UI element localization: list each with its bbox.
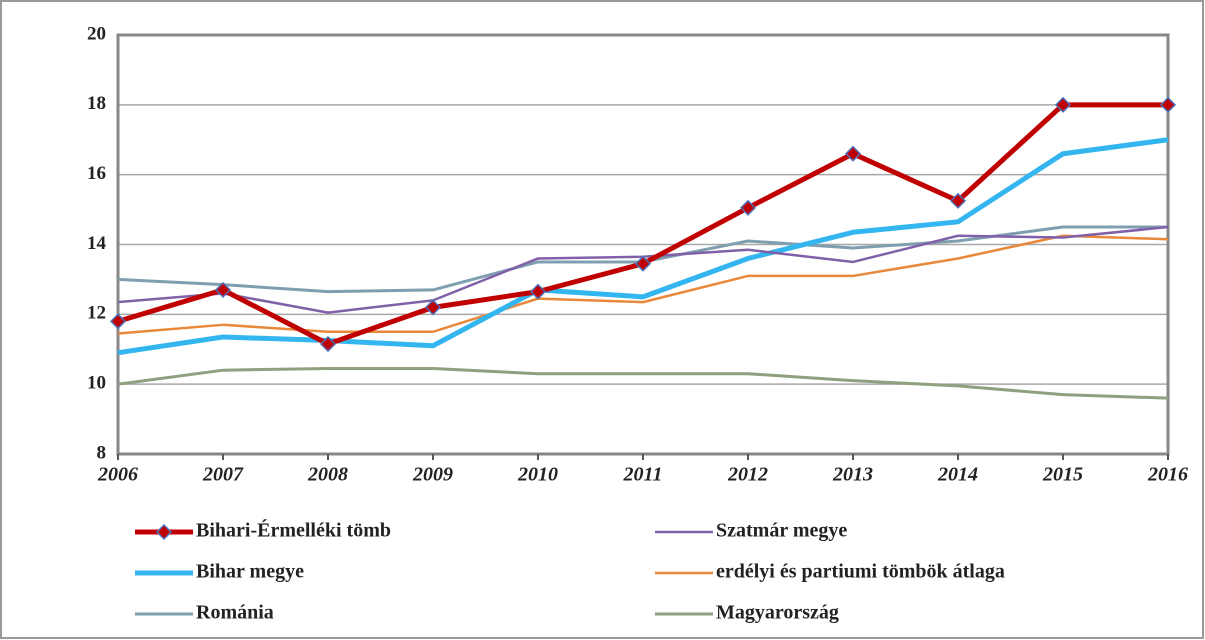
x-tick-label: 2008 xyxy=(307,464,348,486)
legend-label: Románia xyxy=(196,602,274,624)
legend-label: Magyarország xyxy=(716,602,839,624)
legend-label: Szatmár megye xyxy=(716,520,847,542)
marker xyxy=(214,281,232,298)
x-tick-label: 2015 xyxy=(1042,464,1083,486)
x-tick-label: 2009 xyxy=(412,464,453,486)
y-tick-label: 16 xyxy=(87,163,106,184)
y-tick-label: 12 xyxy=(87,303,106,324)
y-tick-label: 20 xyxy=(87,23,106,44)
marker xyxy=(844,145,862,162)
y-tick-label: 10 xyxy=(87,373,106,394)
legend-label: Bihari-Érmelléki tömb xyxy=(196,519,391,542)
x-tick-label: 2012 xyxy=(727,464,768,486)
marker xyxy=(949,192,967,209)
legend-label: erdélyi és partiumi tömbök átlaga xyxy=(716,561,1005,583)
y-tick-label: 18 xyxy=(87,93,106,114)
marker xyxy=(634,255,652,272)
x-tick-label: 2007 xyxy=(202,464,244,486)
marker xyxy=(109,313,127,330)
x-tick-label: 2014 xyxy=(937,464,978,486)
y-tick-label: 14 xyxy=(87,233,107,254)
series-line xyxy=(117,137,1169,356)
series-line xyxy=(117,234,1169,335)
x-tick-label: 2016 xyxy=(1147,464,1188,486)
y-tick-label: 8 xyxy=(97,442,107,463)
series-line xyxy=(117,366,1169,400)
x-tick-label: 2013 xyxy=(832,464,873,486)
marker xyxy=(739,199,757,216)
marker xyxy=(424,299,442,316)
x-tick-label: 2010 xyxy=(517,464,558,486)
marker xyxy=(319,335,337,353)
marker xyxy=(1159,96,1177,113)
x-tick-label: 2006 xyxy=(97,464,138,486)
marker xyxy=(529,283,547,300)
legend-label: Bihar megye xyxy=(196,561,304,583)
legend-marker xyxy=(155,523,173,541)
x-tick-label: 2011 xyxy=(623,464,663,486)
marker xyxy=(1054,96,1072,113)
